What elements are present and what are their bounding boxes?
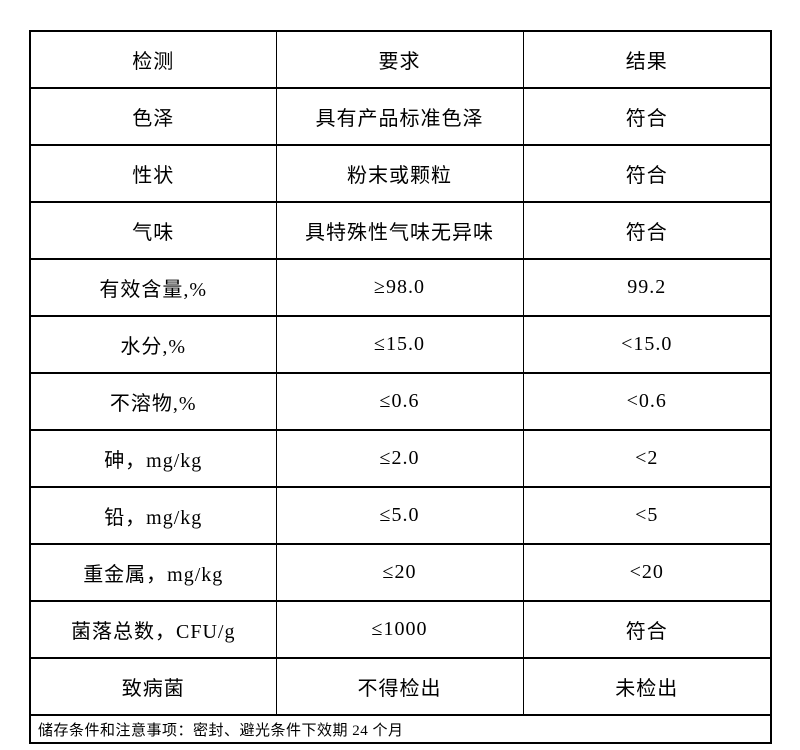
table-body: 色泽 具有产品标准色泽 符合 性状 粉末或颗粒 符合 气味 具特殊性气味无异味 符合 有效含量,%… — [29, 87, 772, 716]
table-row: 气味 具特殊性气味无异味 符合 — [29, 201, 772, 260]
requirement-cell: 具有产品标准色泽 — [275, 87, 524, 146]
requirement-cell: ≤2.0 — [275, 429, 524, 488]
test-name-cell: 气味 — [29, 201, 277, 260]
test-name-cell: 有效含量,% — [29, 258, 277, 317]
table-row: 菌落总数，CFU/g ≤1000 符合 — [29, 600, 772, 659]
requirement-cell: ≤15.0 — [275, 315, 524, 374]
table-row: 砷，mg/kg ≤2.0 <2 — [29, 429, 772, 488]
result-cell: 符合 — [522, 87, 772, 146]
table-row: 水分,% ≤15.0 <15.0 — [29, 315, 772, 374]
requirement-cell: 粉末或颗粒 — [275, 144, 524, 203]
test-name-cell: 致病菌 — [29, 657, 277, 716]
header-result: 结果 — [522, 30, 772, 89]
requirement-cell: ≤20 — [275, 543, 524, 602]
requirement-cell: ≥98.0 — [275, 258, 524, 317]
header-row: 检测 要求 结果 — [29, 30, 772, 89]
result-cell: 未检出 — [522, 657, 772, 716]
requirement-cell: ≤1000 — [275, 600, 524, 659]
test-name-cell: 不溶物,% — [29, 372, 277, 431]
test-name-cell: 菌落总数，CFU/g — [29, 600, 277, 659]
inspection-table: 检测 要求 结果 色泽 具有产品标准色泽 符合 性状 粉末或颗粒 符合 气味 具特殊性气味无异… — [29, 30, 772, 744]
requirement-cell: ≤5.0 — [275, 486, 524, 545]
table-footer: 储存条件和注意事项：密封、避光条件下效期 24 个月 — [29, 714, 772, 744]
requirement-cell: 不得检出 — [275, 657, 524, 716]
result-cell: 符合 — [522, 201, 772, 260]
result-cell: <2 — [522, 429, 772, 488]
test-name-cell: 重金属，mg/kg — [29, 543, 277, 602]
table-row: 不溶物,% ≤0.6 <0.6 — [29, 372, 772, 431]
header-test: 检测 — [29, 30, 277, 89]
result-cell: 99.2 — [522, 258, 772, 317]
footer-row: 储存条件和注意事项：密封、避光条件下效期 24 个月 — [29, 714, 772, 744]
inspection-table-header: 检测 要求 结果 — [29, 30, 772, 89]
test-name-cell: 砷，mg/kg — [29, 429, 277, 488]
table-row: 性状 粉末或颗粒 符合 — [29, 144, 772, 203]
result-cell: <20 — [522, 543, 772, 602]
result-cell: 符合 — [522, 144, 772, 203]
table-row: 色泽 具有产品标准色泽 符合 — [29, 87, 772, 146]
table-row: 致病菌 不得检出 未检出 — [29, 657, 772, 716]
table-row: 重金属，mg/kg ≤20 <20 — [29, 543, 772, 602]
result-cell: <15.0 — [522, 315, 772, 374]
test-name-cell: 性状 — [29, 144, 277, 203]
test-name-cell: 水分,% — [29, 315, 277, 374]
result-cell: <0.6 — [522, 372, 772, 431]
requirement-cell: 具特殊性气味无异味 — [275, 201, 524, 260]
table-row: 铅，mg/kg ≤5.0 <5 — [29, 486, 772, 545]
requirement-cell: ≤0.6 — [275, 372, 524, 431]
test-name-cell: 铅，mg/kg — [29, 486, 277, 545]
result-cell: <5 — [522, 486, 772, 545]
storage-note: 储存条件和注意事项：密封、避光条件下效期 24 个月 — [29, 714, 772, 744]
result-cell: 符合 — [522, 600, 772, 659]
header-requirement: 要求 — [275, 30, 524, 89]
table-row: 有效含量,% ≥98.0 99.2 — [29, 258, 772, 317]
test-name-cell: 色泽 — [29, 87, 277, 146]
